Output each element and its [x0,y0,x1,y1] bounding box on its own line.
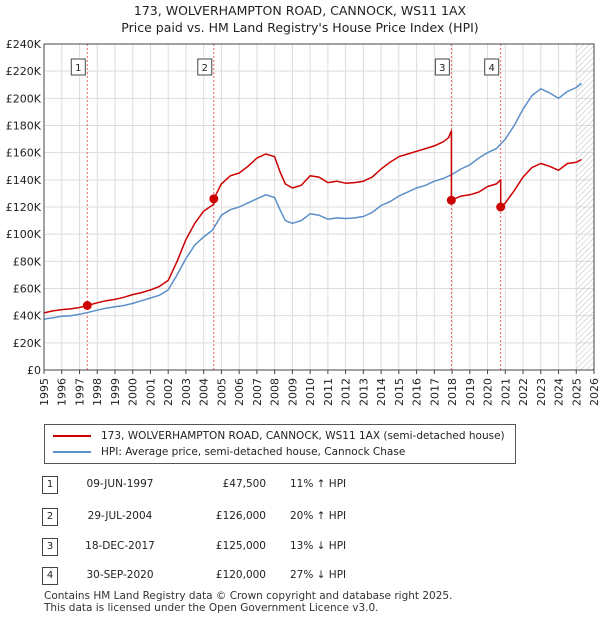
y-tick-label: £0 [27,364,41,377]
transaction-number: 3 [42,538,58,556]
y-tick-label: £20K [13,337,42,350]
x-tick-label: 2000 [127,378,140,406]
y-tick-label: £60K [13,283,42,296]
transaction-number: 4 [42,567,58,585]
transaction-price: £120,000 [215,569,266,581]
y-tick-label: £240K [6,38,42,51]
y-tick-label: £160K [6,147,42,160]
x-tick-label: 2012 [340,378,353,406]
sale-number-label: 3 [439,63,445,74]
legend-swatch-property [53,435,91,437]
x-tick-label: 2025 [570,378,583,406]
x-tick-label: 2021 [499,378,512,406]
sale-number-box [70,58,86,76]
x-tick-label: 2020 [482,378,495,406]
plot-frame [43,43,595,371]
sale-number-label: 2 [202,63,208,74]
transaction-hpi: 20% ↑ HPI [290,510,347,522]
x-tick-label: 1996 [56,378,69,406]
transaction-number: 2 [42,508,58,526]
x-tick-label: 2019 [464,378,477,406]
transaction-row: 2 29-JUL-2004 £126,000 20% ↑ HPI [0,508,600,528]
y-tick-label: £80K [13,255,42,268]
sale-number-box [484,58,500,76]
transaction-date: 09-JUN-1997 [86,478,154,490]
x-tick-label: 1999 [109,378,122,406]
sale-number-label: 1 [75,63,81,74]
x-tick-label: 2007 [251,378,264,406]
y-tick-label: £120K [6,201,42,214]
legend-item-hpi: HPI: Average price, semi-detached house,… [53,444,405,460]
y-tick-label: £220K [6,65,42,78]
x-tick-label: 2013 [357,378,370,406]
x-tick-label: 2006 [233,378,246,406]
sale-point [82,300,92,310]
x-tick-label: 2026 [588,378,600,406]
forecast-hatch [576,44,594,370]
footer-line1: Contains HM Land Registry data © Crown c… [44,590,453,602]
x-tick-label: 1997 [73,378,86,406]
x-tick-label: 2016 [411,378,424,406]
y-tick-label: £40K [13,310,42,323]
x-tick-label: 2014 [375,378,388,406]
transaction-hpi: 13% ↓ HPI [290,540,347,552]
transaction-price: £126,000 [215,510,266,522]
transaction-hpi: 11% ↑ HPI [290,478,347,490]
y-tick-label: £100K [6,228,42,241]
transaction-hpi: 27% ↓ HPI [290,569,347,581]
x-tick-label: 2015 [393,378,406,406]
footer-line2: This data is licensed under the Open Gov… [44,602,379,614]
sale-number-label: 4 [488,63,494,74]
property-price-line [43,130,582,314]
y-tick-label: £180K [6,120,42,133]
legend-label-hpi: HPI: Average price, semi-detached house,… [101,446,406,458]
x-tick-label: 2008 [269,378,282,406]
x-tick-label: 2024 [553,378,566,406]
x-tick-label: 2002 [162,378,175,406]
sale-number-box [434,58,450,76]
transaction-date: 18-DEC-2017 [85,540,155,552]
sale-point [209,194,219,204]
x-tick-label: 2023 [535,378,548,406]
x-tick-label: 2018 [446,378,459,406]
transaction-row: 3 18-DEC-2017 £125,000 13% ↓ HPI [0,538,600,558]
chart-title-line1: 173, WOLVERHAMPTON ROAD, CANNOCK, WS11 1… [133,3,467,18]
transaction-price: £47,500 [222,478,266,490]
x-tick-label: 2010 [304,378,317,406]
transaction-date: 29-JUL-2004 [87,510,153,522]
transaction-row: 1 09-JUN-1997 £47,500 11% ↑ HPI [0,476,600,496]
x-tick-label: 2011 [322,378,335,406]
y-tick-label: £140K [6,174,42,187]
footer-attribution: Contains HM Land Registry data © Crown c… [44,590,452,614]
legend: 173, WOLVERHAMPTON ROAD, CANNOCK, WS11 1… [44,424,516,464]
x-tick-label: 1995 [38,378,51,406]
transaction-number: 1 [42,476,58,494]
transaction-date: 30-SEP-2020 [86,569,154,581]
chart-title-line2: Price paid vs. HM Land Registry's House … [121,20,479,35]
x-tick-label: 2005 [215,378,228,406]
x-tick-label: 2017 [428,378,441,406]
legend-label-property: 173, WOLVERHAMPTON ROAD, CANNOCK, WS11 1… [101,430,505,442]
sale-point [496,202,506,212]
x-tick-label: 1998 [91,378,104,406]
sale-point [446,195,456,205]
x-tick-label: 2009 [286,378,299,406]
hpi-line [43,82,583,320]
y-tick-label: £200K [6,92,42,105]
legend-item-property: 173, WOLVERHAMPTON ROAD, CANNOCK, WS11 1… [53,428,505,444]
x-tick-label: 2004 [198,378,211,406]
sale-number-box [197,58,213,76]
price-chart: 1 2 3 4 £0 £20K £40K £60K £80K £100K £120K £140K £1… [6,38,600,406]
transaction-price: £125,000 [215,540,266,552]
x-tick-label: 2001 [144,378,157,406]
transaction-row: 4 30-SEP-2020 £120,000 27% ↓ HPI [0,567,600,587]
legend-swatch-hpi [53,451,91,453]
x-tick-label: 2003 [180,378,193,406]
x-tick-label: 2022 [517,378,530,406]
